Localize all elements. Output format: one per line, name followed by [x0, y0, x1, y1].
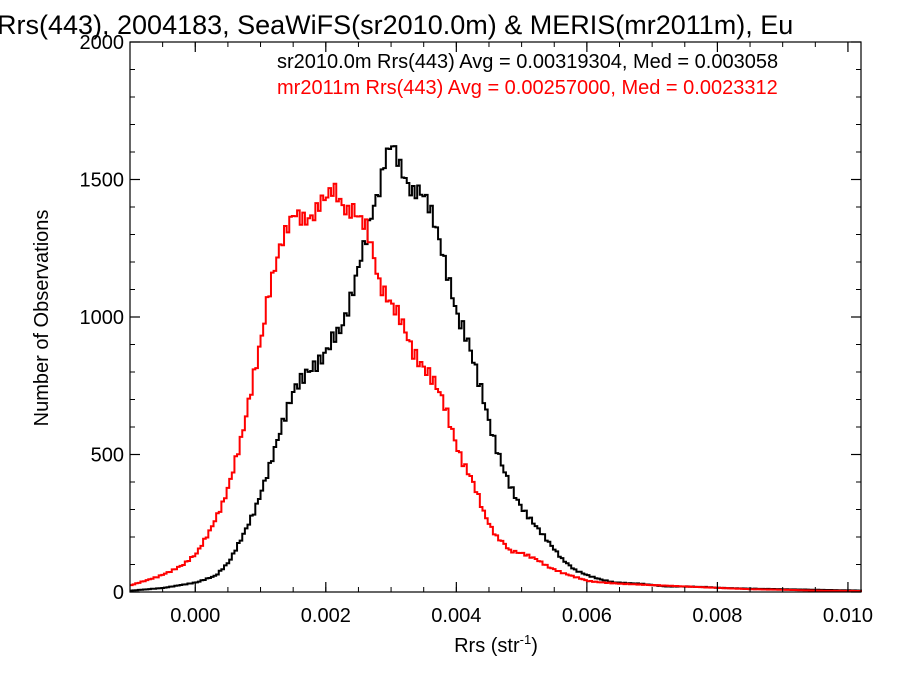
x-tick-label-4: 0.008 [692, 605, 742, 627]
y-tick-label-0: 0 [113, 582, 124, 604]
annotation-sr2010-stats: sr2010.0m Rrs(443) Avg = 0.00319304, Med… [277, 51, 778, 73]
x-tick-label-1: 0.002 [301, 605, 351, 627]
series-line-1 [130, 182, 862, 593]
y-tick-label-1: 500 [91, 445, 124, 467]
x-axis-label-superscript: -1 [520, 632, 532, 647]
x-tick-label-3: 0.006 [562, 605, 612, 627]
x-tick-label-2: 0.004 [431, 605, 481, 627]
y-tick-label-3: 1500 [80, 170, 125, 192]
series-layer [130, 145, 862, 593]
x-tick-label-0: 0.000 [170, 605, 220, 627]
x-axis-label-text: Rrs (str [454, 635, 520, 657]
chart-title: Rrs(443), 2004183, SeaWiFS(sr2010.0m) & … [0, 10, 793, 40]
ticks-layer: 0.000 0.002 0.004 0.006 0.008 0.010 0 500 1000 15… [80, 32, 873, 627]
x-axis-label: Rrs (str-1) [454, 632, 538, 657]
y-tick-label-4: 2000 [80, 32, 125, 54]
y-tick-label-2: 1000 [80, 307, 125, 329]
y-axis-label: Number of Observations [31, 210, 53, 427]
x-axis-label-close: ) [531, 635, 538, 657]
x-tick-label-5: 0.010 [823, 605, 873, 627]
annotation-mr2011-stats: mr2011m Rrs(443) Avg = 0.00257000, Med =… [277, 77, 778, 99]
